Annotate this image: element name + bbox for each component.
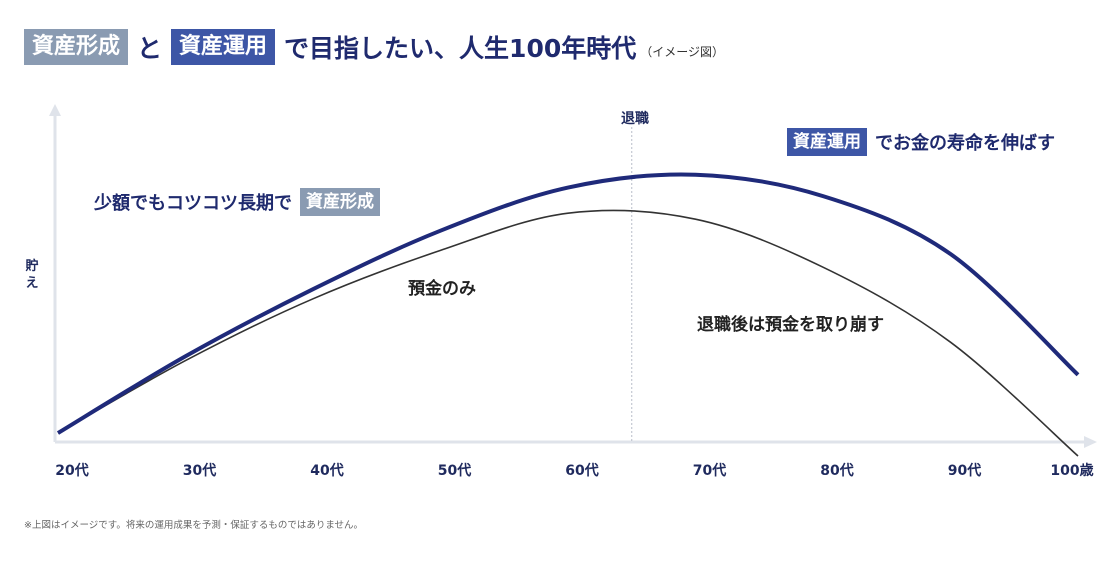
series-line-investment <box>56 172 1080 435</box>
y-axis-label: 貯え <box>25 259 39 291</box>
retirement-label: 退職 <box>621 111 649 127</box>
annotation-left-tag: 資産形成 <box>300 188 380 216</box>
footnote: ※上図はイメージです。将来の運用成果を予測・保証するものではありません。 <box>24 520 364 531</box>
y-axis-arrow <box>49 104 61 116</box>
x-tick-label: 90代 <box>948 462 981 479</box>
annotation-right-tag: 資産運用 <box>787 128 867 156</box>
x-tick-label: 70代 <box>693 462 726 479</box>
page-title: 資産形成 と 資産運用 で目指したい、人生100年時代 （イメージ図） <box>24 28 724 66</box>
x-tick-label: 50代 <box>438 462 471 479</box>
title-connector: と <box>137 34 163 63</box>
x-tick-label: 20代 <box>55 462 88 479</box>
x-tick-label: 100歳 <box>1050 462 1093 479</box>
x-tick-label: 40代 <box>310 462 343 479</box>
x-tick-labels: 20代 30代 40代 50代 60代 70代 80代 90代 100歳 <box>55 462 1093 479</box>
deposit-only-label: 預金のみ <box>408 279 476 299</box>
annotation-left-text: 少額でもコツコツ長期で <box>94 193 292 214</box>
x-tick-label: 60代 <box>565 462 598 479</box>
x-tick-label: 30代 <box>183 462 216 479</box>
title-tag-asset-management: 資産運用 <box>171 29 276 65</box>
title-note: （イメージ図） <box>640 44 724 59</box>
title-tag-asset-formation: 資産形成 <box>24 29 129 65</box>
annotation-asset-formation: 少額でもコツコツ長期で 資産形成 <box>94 188 380 216</box>
title-main-text: で目指したい、人生100年時代 <box>284 34 637 63</box>
x-tick-label: 80代 <box>820 462 853 479</box>
after-retirement-label: 退職後は預金を取り崩す <box>697 315 884 335</box>
x-axis-arrow <box>1084 436 1097 448</box>
series-line-deposit-only <box>57 209 1079 457</box>
annotation-asset-management: 資産運用 でお金の寿命を伸ばす <box>787 128 1055 156</box>
annotation-right-text: でお金の寿命を伸ばす <box>875 133 1055 154</box>
